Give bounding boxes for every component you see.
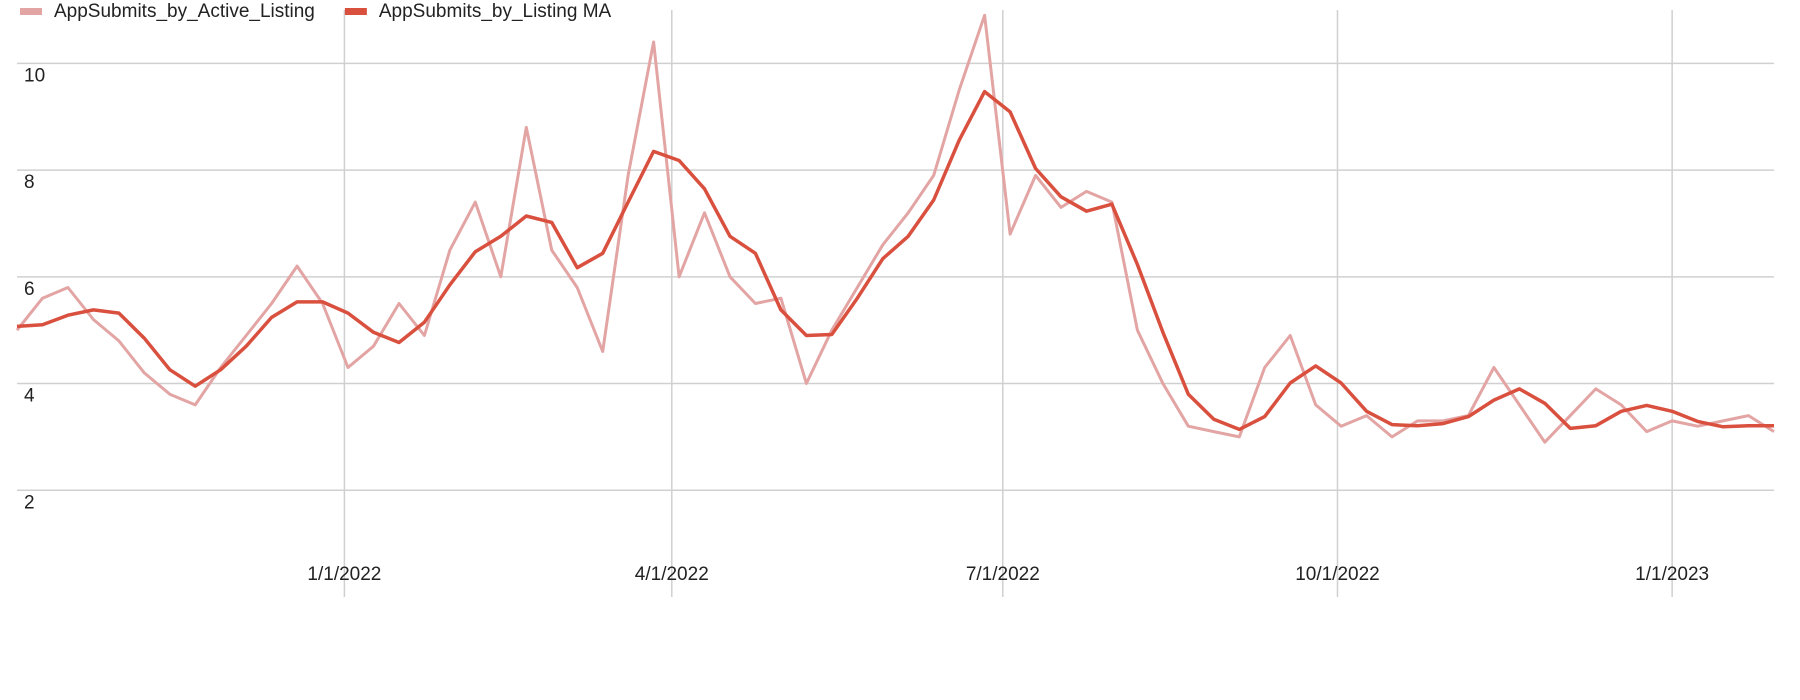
legend-swatch xyxy=(344,8,367,15)
x-tick-label: 1/1/2022 xyxy=(307,564,381,585)
y-tick-label: 4 xyxy=(24,386,35,407)
y-tick-label: 2 xyxy=(24,492,35,513)
x-tick-label: 10/1/2022 xyxy=(1295,564,1380,585)
y-tick-label: 6 xyxy=(24,279,35,300)
legend-swatch xyxy=(20,8,42,15)
x-tick-label: 7/1/2022 xyxy=(966,564,1040,585)
legend-label: AppSubmits_by_Listing MA xyxy=(379,1,612,22)
x-tick-label: 1/1/2023 xyxy=(1635,564,1709,585)
y-tick-label: 10 xyxy=(24,65,45,86)
y-tick-label: 8 xyxy=(24,172,35,193)
line-series xyxy=(15,13,1775,444)
line-series xyxy=(16,89,1774,432)
legend-label: AppSubmits_by_Active_Listing xyxy=(54,1,315,22)
x-tick-label: 4/1/2022 xyxy=(635,564,709,585)
